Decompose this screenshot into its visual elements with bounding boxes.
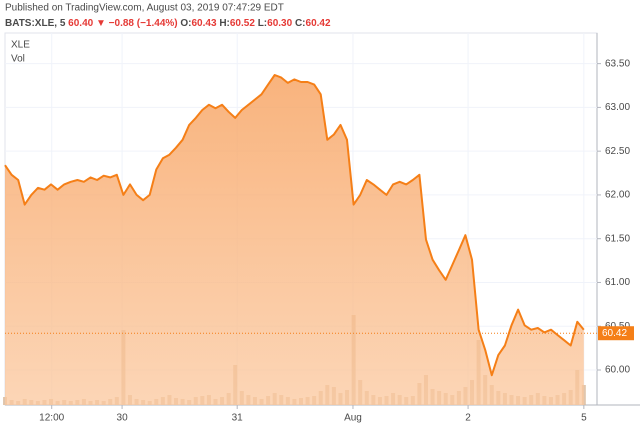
y-tick-label: 62.00 xyxy=(605,190,630,201)
low: 60.30 xyxy=(267,18,292,29)
open-label: O: xyxy=(180,18,191,29)
published: Published on TradingView.com, August 03,… xyxy=(5,3,284,14)
y-tick-label: 61.00 xyxy=(605,277,630,288)
close-label: C: xyxy=(295,18,306,29)
x-tick-label: 30 xyxy=(117,413,129,424)
arrow: ▼ xyxy=(96,18,106,29)
x-tick-label: 31 xyxy=(232,413,244,424)
x-tick-label: 5 xyxy=(581,413,587,424)
y-tick-label: 63.50 xyxy=(605,58,630,69)
area-fill xyxy=(5,75,584,405)
close: 60.42 xyxy=(306,18,331,29)
high: 60.52 xyxy=(230,18,255,29)
last-price-tag xyxy=(598,326,634,341)
y-tick-label: 63.00 xyxy=(605,102,630,113)
high-label: H: xyxy=(219,18,230,29)
last-price-label: 60.42 xyxy=(602,328,627,339)
y-tick-label: 60.00 xyxy=(605,365,630,376)
chart-title: XLE xyxy=(11,40,30,51)
change: −0.88 (−1.44%) xyxy=(109,18,178,29)
x-tick-label: 2 xyxy=(465,413,471,424)
chart-subtitle: Vol xyxy=(11,54,25,65)
last: 60.40 xyxy=(68,18,93,29)
symbol: BATS:XLE, 5 xyxy=(5,18,66,29)
y-tick-label: 61.50 xyxy=(605,233,630,244)
header-line: BATS:XLE, 5 60.40 ▼ −0.88 (−1.44%) O:60.… xyxy=(5,18,331,29)
y-tick-label: 62.50 xyxy=(605,146,630,157)
low-label: L: xyxy=(258,18,267,29)
x-tick-label: Aug xyxy=(344,413,362,424)
volume-bar xyxy=(581,385,586,405)
x-tick-label: 12:00 xyxy=(39,413,64,424)
open: 60.43 xyxy=(192,18,217,29)
price-line xyxy=(4,74,585,377)
